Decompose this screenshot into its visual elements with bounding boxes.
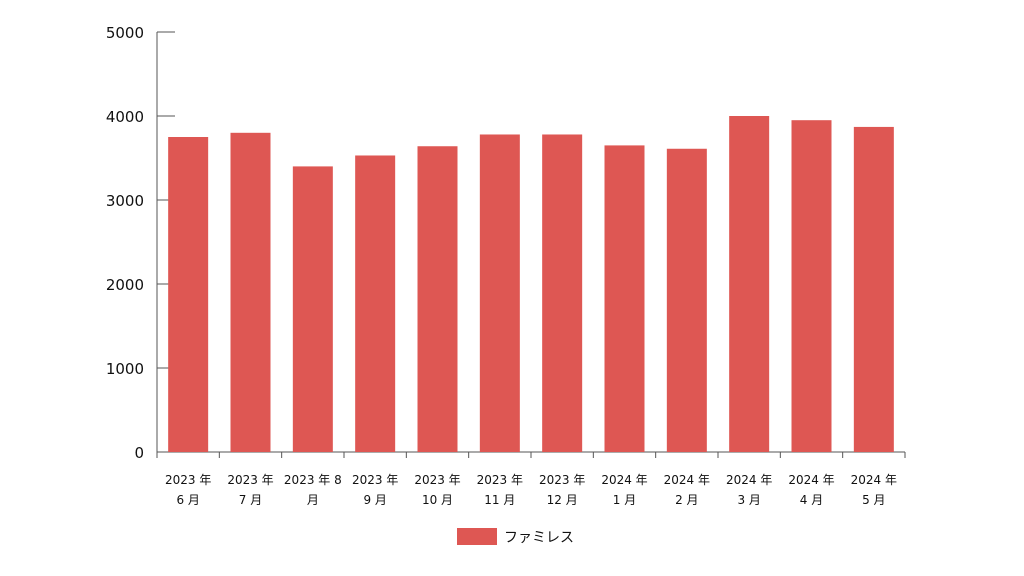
y-tick-label: 3000 <box>106 192 144 210</box>
bar <box>355 155 396 453</box>
y-tick-label: 1000 <box>106 360 144 378</box>
y-tick-label: 5000 <box>106 24 144 42</box>
chart-axes <box>156 31 906 458</box>
bar <box>168 137 209 452</box>
bar <box>417 146 458 453</box>
x-category-label: 2023 年 11 月 <box>477 473 523 507</box>
bar <box>853 126 894 453</box>
legend-swatch <box>457 528 497 545</box>
bar <box>666 148 707 452</box>
bar <box>729 116 770 452</box>
bar <box>230 132 271 453</box>
y-tick-label: 0 <box>134 444 144 462</box>
y-tick-label: 2000 <box>106 276 144 294</box>
bar <box>791 120 832 452</box>
legend-label: ファミレス <box>504 530 574 546</box>
x-category-label: 2023 年 12 月 <box>539 473 585 507</box>
y-axis-tick-labels: 0 1000 2000 3000 4000 5000 <box>106 24 144 462</box>
bar <box>542 134 583 453</box>
chart-bars <box>168 116 894 453</box>
legend: ファミレス <box>457 528 574 546</box>
x-category-label: 2023 年 10 月 <box>414 473 460 507</box>
bar <box>479 134 520 453</box>
bar <box>604 145 645 452</box>
y-tick-label: 4000 <box>106 108 144 126</box>
bar <box>292 166 333 452</box>
